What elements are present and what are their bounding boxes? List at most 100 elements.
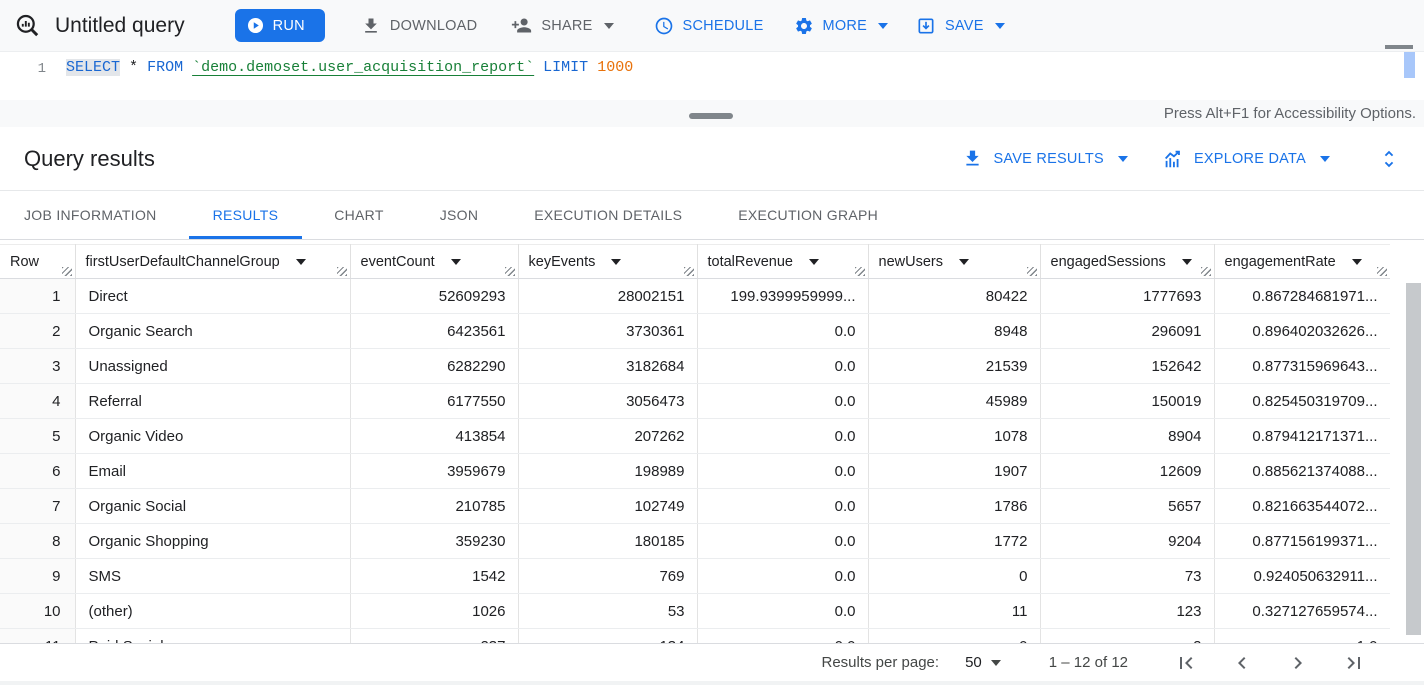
first-page-button[interactable] (1174, 651, 1198, 675)
last-page-icon (1342, 651, 1366, 675)
column-resize-handle[interactable] (854, 267, 865, 276)
table-cell: 12609 (1040, 453, 1215, 489)
editor-scrollbar-thumb[interactable] (1385, 45, 1415, 78)
table-cell: 0.885621374088... (1214, 453, 1390, 489)
tab-execution-details[interactable]: EXECUTION DETAILS (534, 207, 683, 223)
table-cell: 2 (1040, 628, 1215, 643)
column-resize-handle[interactable] (1200, 267, 1211, 276)
sql-table-reference[interactable]: `demo.demoset.user_acquisition_report` (192, 59, 535, 76)
table-cell: 52609293 (350, 278, 519, 314)
more-button[interactable]: MORE (794, 16, 888, 36)
pagination-bar: Results per page: 50 1 – 12 of 12 (0, 643, 1424, 681)
chevron-left-icon (1230, 651, 1254, 675)
explore-data-button[interactable]: EXPLORE DATA (1162, 148, 1330, 170)
tab-results[interactable]: RESULTS (189, 191, 303, 239)
row-number-cell: 11 (0, 628, 76, 643)
sql-keyword-select: SELECT (66, 59, 121, 76)
column-header-keyEvents: keyEvents (518, 244, 698, 279)
table-cell: 21539 (868, 348, 1041, 384)
table-cell: 3056473 (518, 383, 698, 419)
table-cell: 769 (518, 558, 698, 594)
table-cell: 0.0 (697, 348, 869, 384)
chevron-right-icon (1286, 651, 1310, 675)
column-menu-icon[interactable] (611, 258, 622, 265)
row-number-cell: 4 (0, 383, 76, 419)
share-button[interactable]: SHARE (511, 15, 614, 36)
schedule-label: SCHEDULE (682, 17, 764, 34)
table-cell: 180185 (518, 523, 698, 559)
table-cell: 1777693 (1040, 278, 1215, 314)
column-resize-handle[interactable] (683, 267, 694, 276)
sql-keyword-limit: LIMIT (543, 59, 589, 76)
column-header-newUsers: newUsers (868, 244, 1041, 279)
tab-execution-graph[interactable]: EXECUTION GRAPH (738, 207, 879, 223)
splitter-drag-handle[interactable] (689, 113, 733, 119)
table-cell: 1542 (350, 558, 519, 594)
table-cell: 198989 (518, 453, 698, 489)
table-cell: 6177550 (350, 383, 519, 419)
download-tray-icon (962, 148, 983, 169)
table-cell: 152642 (1040, 348, 1215, 384)
tab-json[interactable]: JSON (439, 207, 479, 223)
tab-chart[interactable]: CHART (334, 207, 384, 223)
sql-code-line[interactable]: SELECT * FROM `demo.demoset.user_acquisi… (66, 59, 633, 76)
column-resize-handle[interactable] (336, 267, 347, 276)
run-button[interactable]: RUN (234, 9, 325, 42)
table-cell: 11 (868, 593, 1041, 629)
table-cell: 0.0 (697, 628, 869, 643)
column-resize-handle[interactable] (61, 267, 72, 276)
query-icon (14, 12, 41, 39)
column-menu-icon[interactable] (808, 258, 819, 265)
table-row: 1 Direct 52609293 28002151 199.9399959999...… (0, 278, 1390, 314)
column-resize-handle[interactable] (1376, 267, 1387, 276)
sql-star: * (129, 59, 139, 76)
chevron-down-icon (878, 22, 888, 29)
per-page-select[interactable]: 50 (965, 654, 1001, 671)
table-cell: 0.877156199371... (1214, 523, 1390, 559)
table-scrollbar-thumb[interactable] (1406, 283, 1421, 635)
next-page-button[interactable] (1286, 651, 1310, 675)
expand-collapse-button[interactable] (1378, 148, 1400, 170)
column-menu-icon[interactable] (1351, 258, 1362, 265)
table-cell: Paid Social (75, 628, 351, 643)
table-cell: 207262 (518, 418, 698, 454)
editor-scroll-corner (1385, 45, 1413, 49)
column-menu-icon[interactable] (958, 258, 969, 265)
column-menu-icon[interactable] (450, 258, 461, 265)
previous-page-button[interactable] (1230, 651, 1254, 675)
table-cell: 45989 (868, 383, 1041, 419)
row-number-cell: 8 (0, 523, 76, 559)
schedule-button[interactable]: SCHEDULE (654, 16, 764, 36)
table-row: 8 Organic Shopping 359230 180185 0.0 1772 9204… (0, 523, 1390, 559)
results-table-viewport: Row firstUserDefaultChannelGroup eventCo… (0, 244, 1390, 643)
table-cell: 0.0 (697, 453, 869, 489)
sql-editor[interactable]: 1 SELECT * FROM `demo.demoset.user_acqui… (0, 45, 1424, 100)
gear-icon (794, 16, 814, 36)
save-button[interactable]: SAVE (916, 16, 1005, 36)
query-title[interactable]: Untitled query (55, 13, 185, 37)
result-range: 1 – 12 of 12 (1048, 654, 1128, 671)
tab-job-information[interactable]: JOB INFORMATION (24, 207, 157, 223)
per-page-label: Results per page: (821, 654, 940, 671)
column-resize-handle[interactable] (1026, 267, 1037, 276)
table-cell: 0.0 (697, 523, 869, 559)
results-tab-bar: JOB INFORMATION RESULTS CHART JSON EXECU… (0, 191, 1424, 240)
column-menu-icon[interactable] (295, 258, 306, 265)
column-label: engagementRate (1224, 253, 1336, 270)
download-button[interactable]: DOWNLOAD (361, 16, 477, 36)
column-label: Row (10, 253, 40, 270)
table-cell: 0.0 (697, 418, 869, 454)
save-results-button[interactable]: SAVE RESULTS (962, 148, 1128, 169)
column-menu-icon[interactable] (1181, 258, 1192, 265)
last-page-button[interactable] (1342, 651, 1366, 675)
table-cell: 73 (1040, 558, 1215, 594)
table-cell: SMS (75, 558, 351, 594)
table-cell: 28002151 (518, 278, 698, 314)
table-cell: Unassigned (75, 348, 351, 384)
save-icon (916, 16, 936, 36)
column-resize-handle[interactable] (504, 267, 515, 276)
chevron-down-icon (990, 659, 1001, 666)
table-scrollbar[interactable] (1406, 283, 1421, 635)
table-header-row: Row firstUserDefaultChannelGroup eventCo… (0, 244, 1390, 279)
